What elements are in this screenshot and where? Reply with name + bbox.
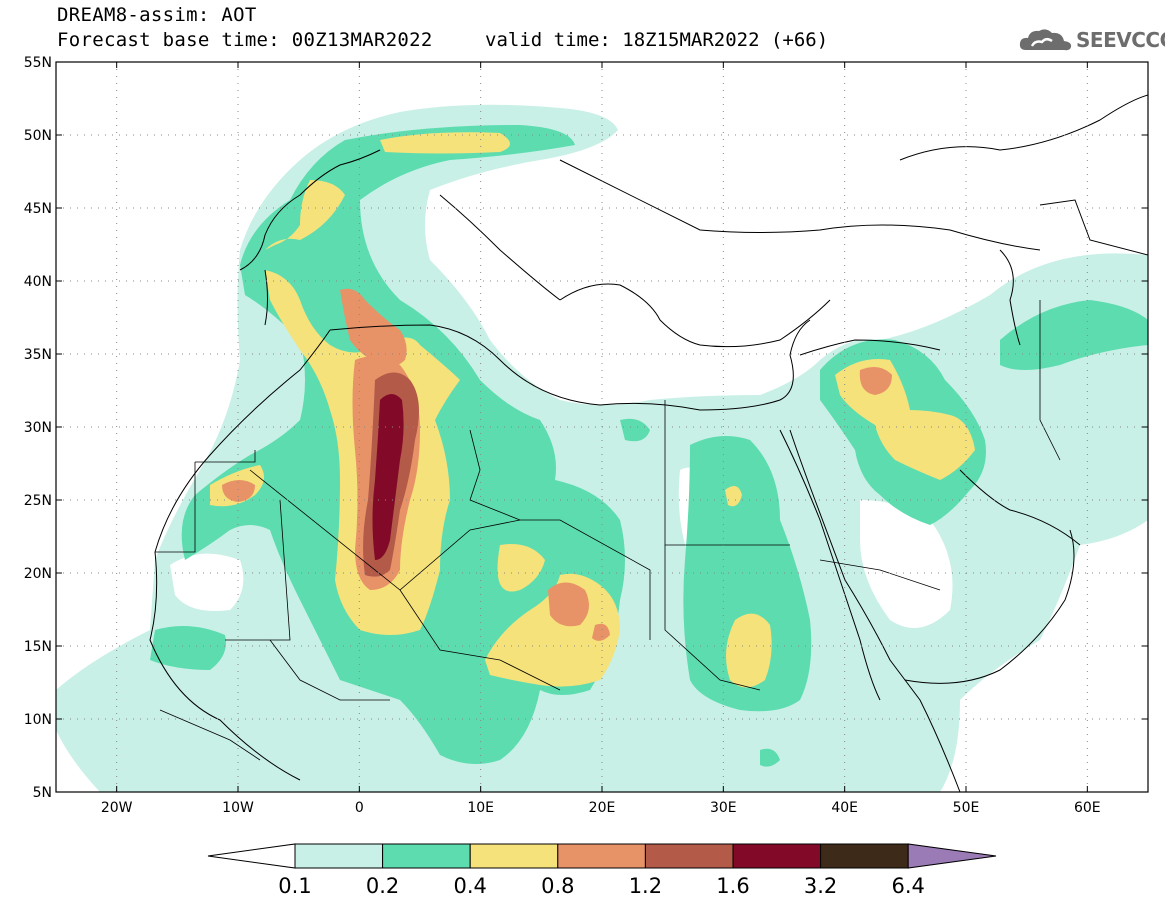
lat-label: 45N <box>24 201 52 217</box>
lat-label: 25N <box>24 493 52 509</box>
longitude-labels: 20W 10W 0 10E 20E 30E 40E 50E 60E <box>101 800 1101 816</box>
aot-level-1-6 <box>372 394 404 560</box>
lat-label: 55N <box>24 55 52 71</box>
seevccc-logo: SEEVCCC <box>1018 26 1165 54</box>
colorbar-lower-extension <box>207 843 296 869</box>
country-borders <box>155 300 1061 761</box>
lon-label: 60E <box>1074 800 1101 816</box>
colorbar-box <box>732 843 822 869</box>
lon-label: 50E <box>953 800 980 816</box>
colorbar-label: 0.1 <box>278 874 311 898</box>
map-frame <box>55 61 1149 793</box>
lon-label: 20E <box>589 800 616 816</box>
coastlines <box>149 94 1148 792</box>
cloud-icon <box>1019 29 1072 51</box>
lon-label: 20W <box>101 800 133 816</box>
gridlines <box>56 61 1148 793</box>
lat-label: 15N <box>24 639 52 655</box>
lon-label: 0 <box>355 800 364 816</box>
forecast-base-time: Forecast base time: 00Z13MAR2022 <box>57 29 433 51</box>
colorbar-label: 6.4 <box>891 874 924 898</box>
colorbar-box <box>557 843 646 869</box>
latitude-labels: 55N 50N 45N 40N 35N 30N 25N 20N 15N 10N 5N <box>24 55 52 801</box>
colorbar-box <box>294 843 384 869</box>
lat-label: 35N <box>24 347 52 363</box>
lat-label: 20N <box>24 566 52 582</box>
colorbar-label: 0.8 <box>541 874 574 898</box>
colorbar-upper-extension <box>907 843 997 869</box>
colorbar-box <box>382 843 471 869</box>
lon-label: 10W <box>222 800 254 816</box>
lon-label: 10E <box>467 800 494 816</box>
colorbar-label: 0.2 <box>366 874 399 898</box>
lon-label: 40E <box>831 800 858 816</box>
lon-label: 30E <box>710 800 737 816</box>
lat-label: 40N <box>24 274 52 290</box>
colorbar-box <box>820 843 909 869</box>
logo-text: SEEVCCC <box>1076 28 1165 52</box>
colorbar-label: 1.6 <box>716 874 749 898</box>
lat-label: 5N <box>33 785 52 801</box>
aot-contours <box>56 104 1148 792</box>
lat-label: 10N <box>24 712 52 728</box>
colorbar <box>207 843 997 869</box>
colorbar-label: 3.2 <box>804 874 837 898</box>
map-title: DREAM8-assim: AOT <box>57 4 257 26</box>
colorbar-box <box>469 843 559 869</box>
colorbar-label: 1.2 <box>629 874 662 898</box>
colorbar-labels: 0.1 0.2 0.4 0.8 1.2 1.6 3.2 6.4 <box>278 874 925 898</box>
lat-label: 50N <box>24 128 52 144</box>
colorbar-label: 0.4 <box>453 874 486 898</box>
valid-time: valid time: 18Z15MAR2022 (+66) <box>485 29 829 51</box>
colorbar-box <box>644 843 734 869</box>
lat-label: 30N <box>24 420 52 436</box>
